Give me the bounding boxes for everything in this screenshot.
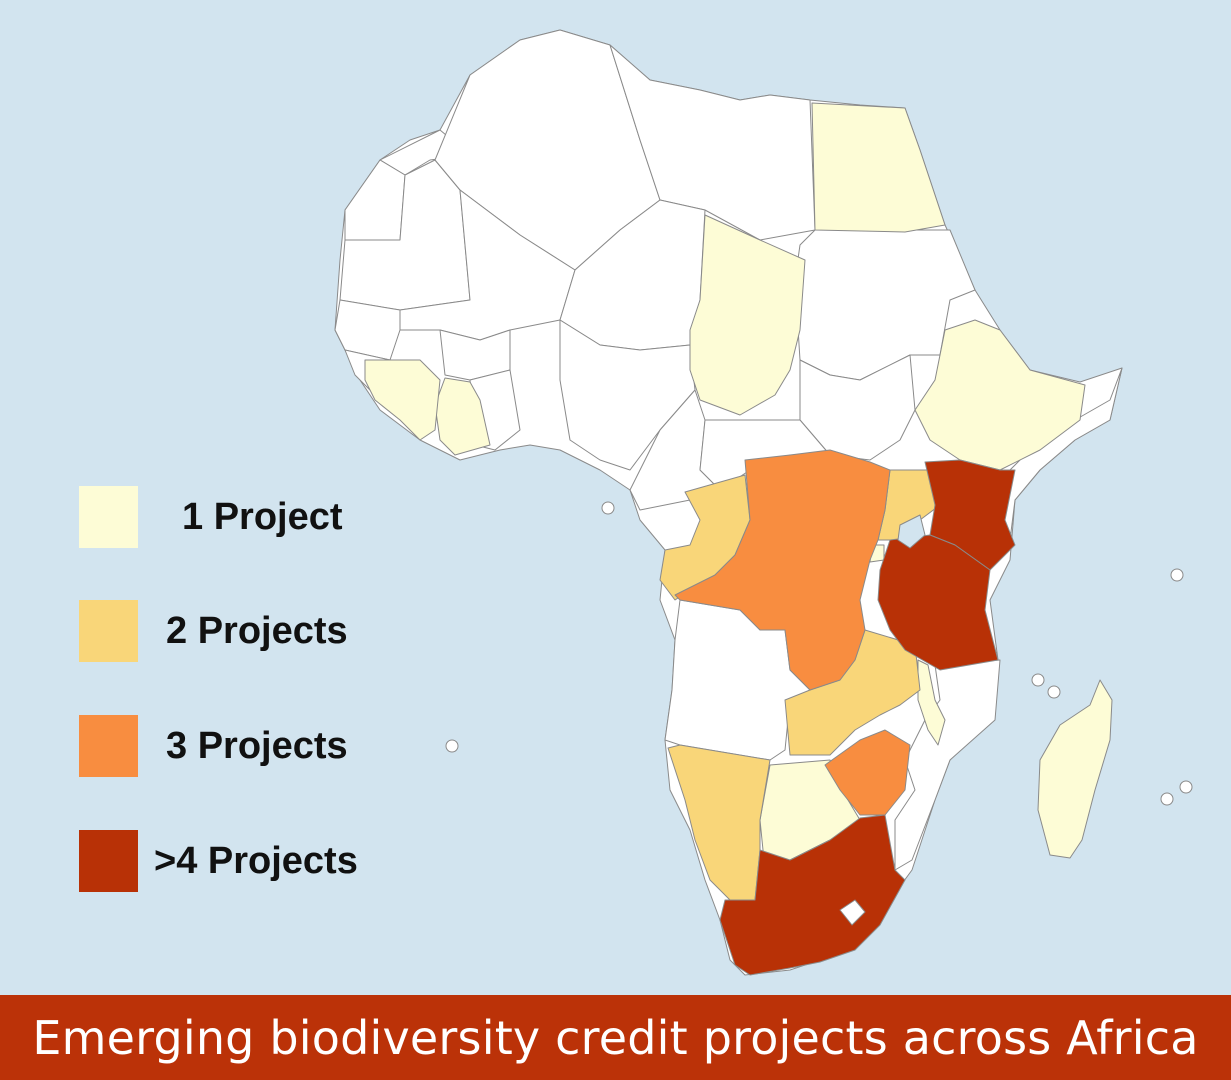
legend-item-1: 1 Project (79, 486, 343, 548)
country-chad (689, 214, 806, 416)
legend-swatch-1 (79, 486, 138, 548)
lake-victoria (897, 514, 926, 549)
legend-label-2: 2 Projects (166, 609, 348, 652)
country-madagascar (1037, 679, 1113, 859)
legend-item-2: 2 Projects (79, 600, 348, 662)
island (601, 501, 615, 515)
island (1179, 780, 1193, 794)
title-banner: Emerging biodiversity credit projects ac… (0, 995, 1231, 1080)
island (1031, 673, 1045, 687)
legend-swatch-3 (79, 715, 138, 777)
legend-swatch-4 (79, 830, 138, 892)
island (445, 739, 459, 753)
western-sahara (344, 159, 406, 241)
legend-item-4: >4 Projects (79, 830, 358, 892)
country-ethiopia (914, 319, 1086, 471)
lesotho (839, 899, 866, 926)
banner-title: Emerging biodiversity credit projects ac… (32, 1010, 1199, 1065)
legend-item-3: 3 Projects (79, 715, 348, 777)
africa-map (334, 29, 1193, 976)
island (1170, 568, 1184, 582)
libya (609, 44, 816, 241)
country-malawi (917, 659, 946, 746)
country-liberia (364, 359, 441, 441)
country-kenya (924, 459, 1016, 571)
senegal (334, 299, 401, 361)
legend-label-1: 1 Project (182, 495, 343, 538)
country-south-africa (719, 814, 906, 976)
country-tanzania (877, 534, 999, 671)
island (1047, 685, 1061, 699)
legend-label-4: >4 Projects (154, 839, 358, 882)
country-zimbabwe (824, 729, 911, 816)
legend-label-3: 3 Projects (166, 724, 348, 767)
legend-swatch-2 (79, 600, 138, 662)
country-drc (674, 449, 891, 691)
country-egypt (811, 102, 946, 233)
country-namibia (667, 744, 771, 901)
island (1160, 792, 1174, 806)
